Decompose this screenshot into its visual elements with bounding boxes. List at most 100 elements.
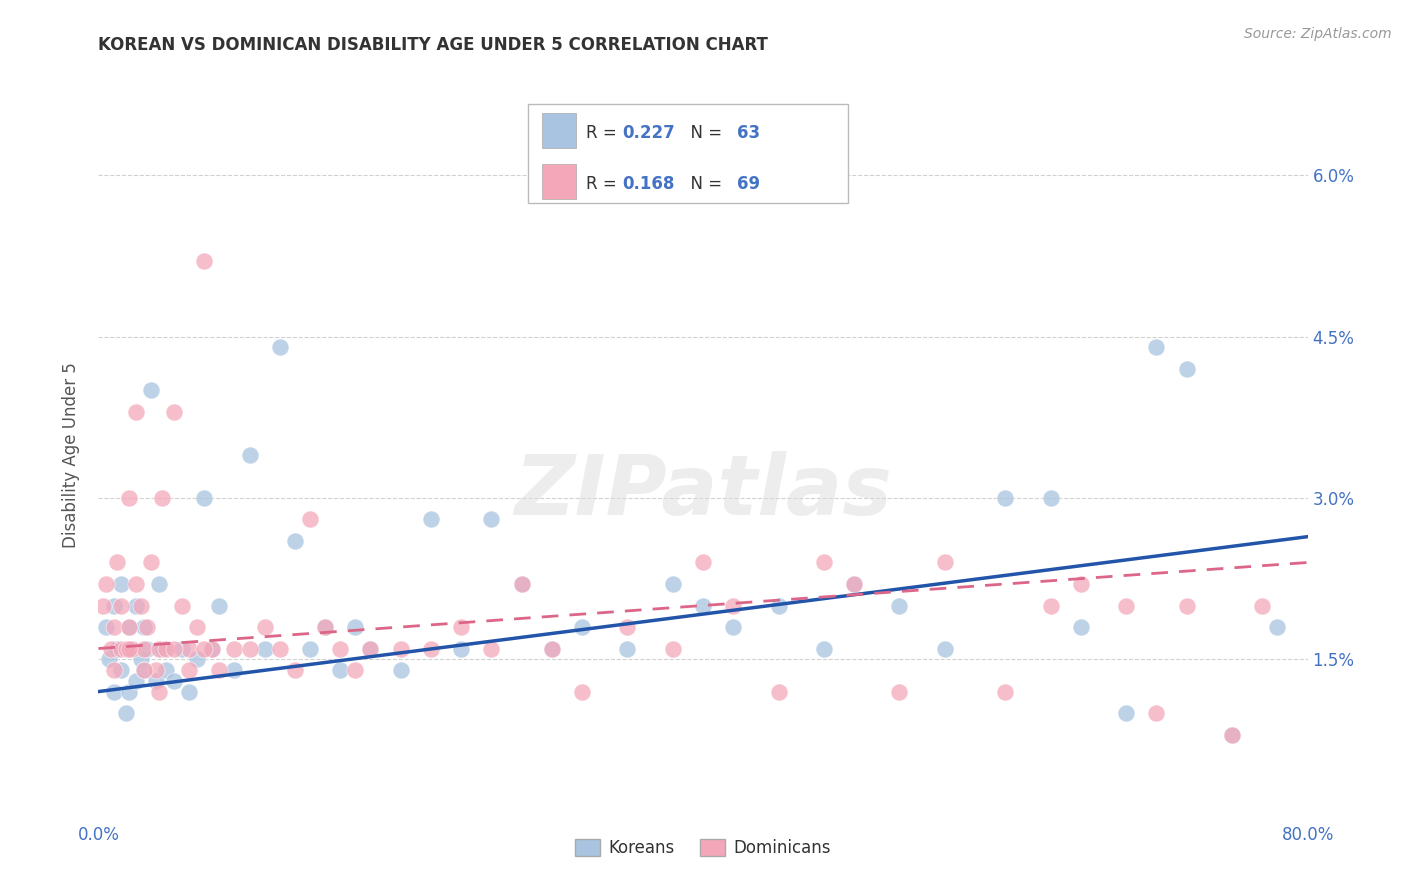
Point <box>121 641 143 656</box>
Point <box>179 663 201 677</box>
Point <box>360 641 382 656</box>
Point <box>150 491 173 505</box>
Point <box>481 641 503 656</box>
Text: R =: R = <box>586 124 621 142</box>
FancyBboxPatch shape <box>543 112 576 148</box>
Point <box>125 599 148 613</box>
Point <box>105 641 128 656</box>
Point <box>723 620 745 634</box>
Point <box>692 599 714 613</box>
Point <box>135 620 157 634</box>
Point <box>389 663 412 677</box>
Point <box>253 641 276 656</box>
Text: 69: 69 <box>737 176 761 194</box>
Point <box>201 641 224 656</box>
Point <box>186 620 208 634</box>
Point <box>114 706 136 720</box>
Point <box>208 599 231 613</box>
Point <box>170 599 193 613</box>
Point <box>129 599 152 613</box>
Point <box>360 641 382 656</box>
Point <box>540 641 562 656</box>
Point <box>1220 728 1243 742</box>
Text: Source: ZipAtlas.com: Source: ZipAtlas.com <box>1244 27 1392 41</box>
Point <box>132 620 155 634</box>
Point <box>768 599 790 613</box>
Point <box>132 663 155 677</box>
Point <box>661 641 683 656</box>
Point <box>284 663 307 677</box>
Point <box>1070 577 1092 591</box>
Point <box>253 620 276 634</box>
Point <box>994 684 1017 698</box>
Text: N =: N = <box>681 124 727 142</box>
Point <box>1175 362 1198 376</box>
Point <box>994 491 1017 505</box>
Point <box>148 641 170 656</box>
Point <box>1144 340 1167 354</box>
Point <box>844 577 866 591</box>
Point <box>145 663 167 677</box>
Point <box>314 620 336 634</box>
Point <box>1220 728 1243 742</box>
Point <box>934 641 956 656</box>
Point <box>616 620 638 634</box>
Point <box>148 577 170 591</box>
Point <box>201 641 224 656</box>
Text: ZIPatlas: ZIPatlas <box>515 451 891 532</box>
Point <box>329 641 352 656</box>
FancyBboxPatch shape <box>543 164 576 199</box>
Legend: Koreans, Dominicans: Koreans, Dominicans <box>568 832 838 863</box>
Point <box>239 448 262 462</box>
Y-axis label: Disability Age Under 5: Disability Age Under 5 <box>62 362 80 548</box>
Point <box>132 641 155 656</box>
Point <box>179 641 201 656</box>
Point <box>94 620 117 634</box>
Point <box>344 620 367 634</box>
Point <box>125 673 148 688</box>
Point <box>103 620 125 634</box>
Point <box>768 684 790 698</box>
Point <box>389 641 412 656</box>
Point <box>510 577 533 591</box>
Point <box>510 577 533 591</box>
Point <box>186 652 208 666</box>
Point <box>170 641 193 656</box>
Point <box>239 641 262 656</box>
Point <box>329 663 352 677</box>
Point <box>616 641 638 656</box>
Point <box>692 556 714 570</box>
Point <box>1251 599 1274 613</box>
Point <box>110 663 132 677</box>
Point <box>723 599 745 613</box>
Point <box>481 512 503 526</box>
Point <box>110 599 132 613</box>
Point <box>110 641 132 656</box>
Point <box>1175 599 1198 613</box>
Point <box>934 556 956 570</box>
Point <box>118 684 141 698</box>
Point <box>179 684 201 698</box>
FancyBboxPatch shape <box>527 103 848 202</box>
Point <box>1070 620 1092 634</box>
Point <box>540 641 562 656</box>
Point <box>100 641 122 656</box>
Point <box>269 641 291 656</box>
Point <box>163 673 186 688</box>
Point <box>103 663 125 677</box>
Point <box>98 652 121 666</box>
Point <box>163 641 186 656</box>
Point <box>844 577 866 591</box>
Point <box>114 641 136 656</box>
Point <box>889 684 911 698</box>
Point <box>889 599 911 613</box>
Text: 0.227: 0.227 <box>621 124 675 142</box>
Point <box>571 620 593 634</box>
Text: 63: 63 <box>737 124 761 142</box>
Point <box>571 684 593 698</box>
Point <box>132 663 155 677</box>
Point <box>155 641 177 656</box>
Point <box>91 599 114 613</box>
Point <box>118 491 141 505</box>
Point <box>813 556 835 570</box>
